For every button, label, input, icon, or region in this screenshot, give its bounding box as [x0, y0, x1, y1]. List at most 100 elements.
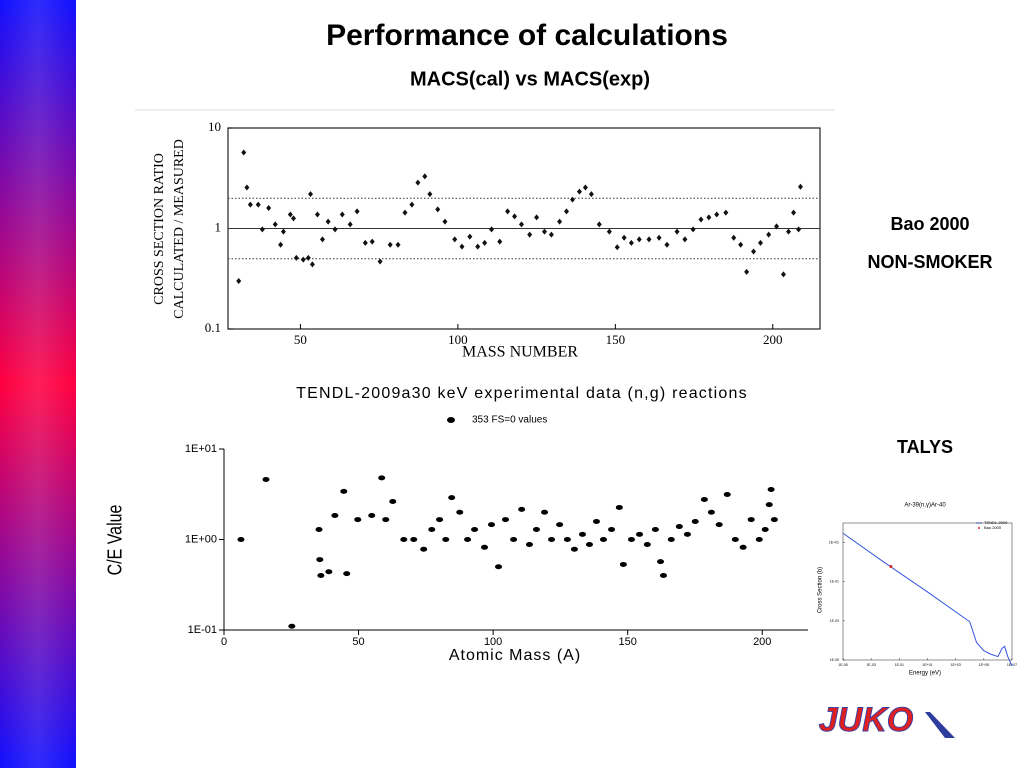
x-tick-label: 1E-01: [895, 663, 904, 667]
marker: [621, 234, 627, 241]
marker: [512, 213, 518, 220]
marker: [237, 537, 245, 542]
marker: [497, 238, 503, 245]
legend-marker: [447, 417, 455, 423]
marker: [420, 546, 428, 552]
y-tick-label: 10: [208, 119, 221, 134]
marker: [766, 231, 772, 238]
marker: [442, 537, 450, 542]
y-tick-label: 1E+00: [185, 533, 217, 545]
marker: [464, 537, 472, 542]
marker: [791, 209, 797, 216]
slide-subtitle: MACS(cal) vs MACS(exp): [410, 68, 650, 90]
marker: [564, 208, 570, 215]
marker: [448, 495, 456, 501]
x-tick-label: 150: [606, 332, 626, 347]
marker: [467, 233, 473, 240]
x-tick-label: 1E-05: [838, 663, 847, 667]
marker: [293, 254, 299, 261]
marker: [682, 236, 688, 243]
marker: [247, 201, 253, 208]
marker: [532, 526, 540, 532]
side-label: NON-SMOKER: [868, 252, 993, 272]
marker: [354, 208, 360, 215]
marker: [541, 228, 547, 235]
marker: [272, 221, 278, 228]
chart-title: TENDL-2009a30 keV experimental data (n,g…: [296, 385, 748, 402]
marker: [690, 226, 696, 233]
marker: [266, 204, 272, 211]
marker: [731, 234, 737, 241]
marker: [259, 226, 265, 233]
data-point: [889, 564, 893, 568]
marker: [786, 228, 792, 235]
marker: [488, 522, 496, 528]
marker: [627, 537, 635, 542]
marker: [706, 214, 712, 221]
marker: [592, 519, 600, 525]
marker: [402, 209, 408, 216]
x-tick-label: 50: [294, 332, 307, 347]
marker: [309, 261, 315, 268]
marker: [400, 537, 408, 542]
marker: [236, 278, 242, 285]
marker: [389, 498, 397, 504]
legend-label: Bao 2000: [984, 525, 1002, 530]
y-axis-label: C/E Value: [104, 505, 126, 576]
marker: [527, 231, 533, 238]
marker: [585, 542, 593, 548]
marker: [340, 488, 348, 494]
marker: [300, 256, 306, 263]
marker: [459, 243, 465, 250]
logo: JUKO: [819, 701, 913, 739]
marker: [723, 209, 729, 216]
marker: [796, 226, 802, 233]
y-tick-label: 1E-01: [188, 624, 217, 636]
y-axis-label: Cross Section (b): [818, 567, 824, 613]
x-tick-label: 100: [448, 332, 468, 347]
marker: [556, 522, 564, 528]
marker: [723, 492, 731, 498]
marker: [667, 537, 675, 542]
marker: [475, 243, 481, 250]
marker: [518, 221, 524, 228]
x-axis-label: Atomic Mass (A): [449, 647, 581, 664]
marker: [747, 517, 755, 523]
marker: [518, 506, 526, 512]
marker: [675, 524, 683, 530]
marker: [659, 573, 667, 579]
marker: [305, 254, 311, 261]
x-tick-label: 150: [619, 636, 637, 648]
y-tick-label: 1E-01: [830, 580, 839, 584]
marker: [548, 231, 554, 238]
marker: [780, 271, 786, 278]
marker: [596, 221, 602, 228]
marker: [646, 236, 652, 243]
side-bar-shade: [0, 0, 76, 768]
marker: [495, 564, 503, 570]
x-tick-label: 0: [221, 636, 227, 648]
x-axis-label: MASS NUMBER: [462, 344, 578, 361]
marker: [755, 537, 763, 542]
marker: [656, 234, 662, 241]
x-tick-label: 1E-03: [866, 663, 875, 667]
marker: [368, 513, 376, 519]
marker: [409, 201, 415, 208]
marker: [738, 241, 744, 248]
marker: [354, 517, 362, 523]
marker: [410, 537, 418, 542]
x-tick-label: 100: [484, 636, 502, 648]
legend-marker: [978, 527, 980, 529]
y-axis-label: CROSS SECTION RATIO: [152, 153, 167, 305]
marker: [482, 239, 488, 246]
marker: [744, 268, 750, 275]
marker: [636, 236, 642, 243]
marker: [548, 537, 556, 542]
marker: [578, 531, 586, 537]
x-tick-label: 200: [763, 332, 783, 347]
marker: [606, 228, 612, 235]
marker: [636, 531, 644, 537]
marker: [369, 238, 375, 245]
marker: [343, 571, 351, 577]
